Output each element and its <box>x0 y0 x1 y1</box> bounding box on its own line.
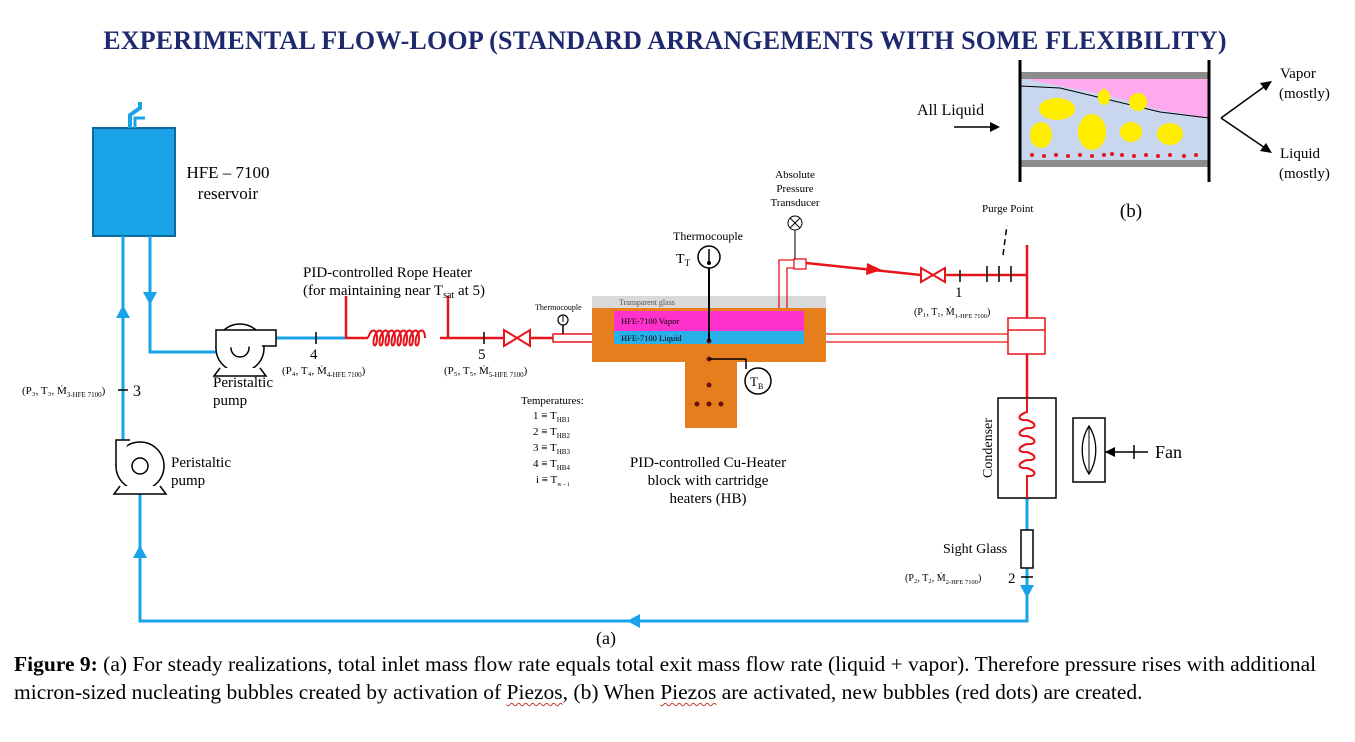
point-3-label: (P₃, T₃, Ṁ3-HFE 7100) <box>22 385 106 399</box>
pressure-transducer-label-2: Pressure <box>776 183 813 195</box>
cu-heater-label-2: block with cartridge <box>648 473 769 489</box>
mixing-junction <box>1007 317 1046 355</box>
condenser-coil <box>1018 398 1036 498</box>
point-4-number: 4 <box>310 347 318 363</box>
thermocouple-tb[interactable] <box>744 367 772 395</box>
transparent-glass-label: Transparent glass <box>619 298 675 307</box>
pressure-transducer-label-3: Transducer <box>770 197 819 209</box>
tb-label: TB <box>750 374 763 391</box>
cu-heater-label-3: heaters (HB) <box>669 491 746 507</box>
thermocouple-top-label: Thermocouple <box>673 229 743 243</box>
vapor-layer-label: HFE-7100 Vapor <box>621 316 679 326</box>
svg-text:3 ≡ THB3: 3 ≡ THB3 <box>533 442 570 456</box>
purge-point[interactable] <box>986 224 1012 282</box>
inset-liquid-label-2: (mostly) <box>1279 166 1330 182</box>
reservoir-label-2: reservoir <box>198 184 259 203</box>
tt-label: TT <box>676 252 691 268</box>
svg-text:i ≡ Tw – i: i ≡ Tw – i <box>536 474 570 488</box>
purge-point-label: Purge Point <box>982 203 1033 215</box>
valve-inlet[interactable] <box>503 328 531 348</box>
flow-loop-diagram: HFE – 7100 reservoir Peristaltic pump Pe… <box>22 60 1330 649</box>
reservoir-label-1: HFE – 7100 <box>186 163 269 182</box>
caption-part3: are activated, new bubbles (red dots) ar… <box>716 680 1143 704</box>
point-1-number: 1 <box>955 285 963 301</box>
svg-text:1 ≡ THB1: 1 ≡ THB1 <box>533 410 570 424</box>
caption-label: Figure 9: <box>14 652 98 676</box>
point-3-number: 3 <box>133 383 141 400</box>
point-1-label: (P₁, T₁, Ṁ1-HFE 7100) <box>914 306 990 320</box>
svg-text:2 ≡ THB2: 2 ≡ THB2 <box>533 426 570 440</box>
inset-liquid-label-1: Liquid <box>1280 146 1320 162</box>
rope-heater-coil <box>367 329 426 347</box>
flow-arrow-red <box>866 263 882 275</box>
cu-heater-stem <box>685 362 737 428</box>
svg-text:4 ≡ THB4: 4 ≡ THB4 <box>533 458 570 472</box>
point-2-number: 2 <box>1008 571 1016 587</box>
figure-title: EXPERIMENTAL FLOW-LOOP (STANDARD ARRANGE… <box>103 26 1227 55</box>
liquid-lines <box>121 236 1029 623</box>
pressure-transducer[interactable] <box>787 215 803 259</box>
pump-top-label-2: pump <box>213 393 247 409</box>
cu-heater-label-1: PID-controlled Cu-Heater <box>630 455 786 471</box>
point-5-label: (P₅, T₅, Ṁ5-HFE 7100) <box>444 365 528 379</box>
inset-b <box>954 60 1272 182</box>
figure-caption: Figure 9: (a) For steady realizations, t… <box>14 650 1344 706</box>
valve-vapor[interactable] <box>920 266 946 284</box>
peristaltic-pump-left[interactable] <box>112 439 168 495</box>
flow-arrow-down-2 <box>1020 585 1034 598</box>
label-a: (a) <box>596 628 616 649</box>
caption-part2: , (b) When <box>562 680 661 704</box>
pressure-transducer-label-1: Absolute <box>775 169 815 181</box>
fan-label: Fan <box>1155 442 1182 462</box>
caption-piezos-2: Piezos <box>660 680 717 704</box>
sight-glass <box>1020 529 1034 569</box>
sight-glass-label: Sight Glass <box>943 542 1007 557</box>
point-2-label: (P₂, T₂, Ṁ2-HFE 7100) <box>905 572 981 586</box>
temperatures-list: Temperatures: 1 ≡ THB1 2 ≡ THB2 3 ≡ THB3… <box>521 395 584 488</box>
peristaltic-pump-top[interactable] <box>212 323 277 377</box>
caption-piezos-1: Piezos <box>506 680 563 704</box>
pump-left-label-1: Peristaltic <box>171 455 231 471</box>
vapor-line <box>805 261 922 277</box>
point-4-label: (P₄, T₄, Ṁ4-HFE 7100) <box>282 365 366 379</box>
rope-heater-label-2: (for maintaining near Tsat at 5) <box>303 283 485 301</box>
flow-arrow-down <box>143 292 157 305</box>
flow-arrow-up-2 <box>133 545 147 558</box>
inset-inlet-label: All Liquid <box>917 102 984 119</box>
rope-heater-label-1: PID-controlled Rope Heater <box>303 265 472 281</box>
flow-arrow-left <box>627 614 640 628</box>
condenser-label: Condenser <box>981 418 996 478</box>
heated-lines <box>344 296 553 340</box>
pump-top-label-1: Peristaltic <box>213 375 273 391</box>
thermocouple-small-label: Thermocouple <box>535 303 582 312</box>
pump-left-label-2: pump <box>171 473 205 489</box>
point-5-number: 5 <box>478 347 486 363</box>
svg-text:Temperatures:: Temperatures: <box>521 395 584 407</box>
caption-part1: (a) For steady realizations, total inlet… <box>14 652 1317 704</box>
flow-arrow-up <box>116 305 130 318</box>
inlet-pipe <box>552 333 594 343</box>
reservoir <box>92 102 176 237</box>
label-b: (b) <box>1120 201 1142 222</box>
liquid-layer-label: HFE-7100 Liquid <box>621 333 682 343</box>
inset-vapor-label-2: (mostly) <box>1279 86 1330 102</box>
inset-vapor-label-1: Vapor <box>1280 66 1316 82</box>
